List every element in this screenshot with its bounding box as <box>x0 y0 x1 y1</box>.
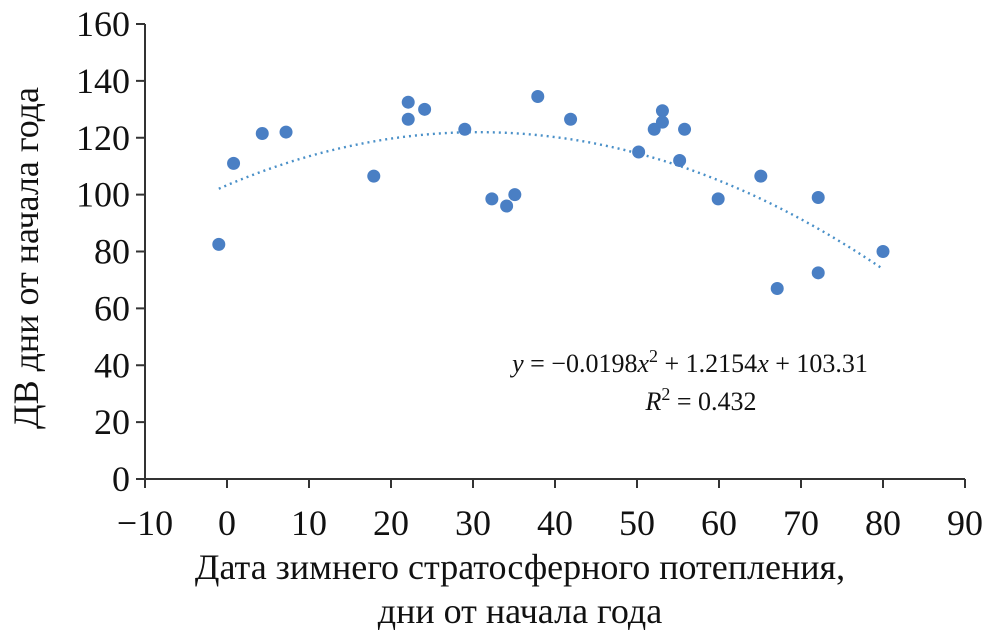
y-axis-title: ДВ дни от начала года <box>6 87 46 429</box>
x-tick-label: 70 <box>783 503 819 543</box>
data-point <box>485 192 499 206</box>
y-tick-label: 20 <box>94 402 130 442</box>
y-tick-label: 80 <box>94 232 130 272</box>
x-axis-title-line-1: Дата зимнего стратосферного потепления, <box>195 547 845 587</box>
x-tick-label: 50 <box>619 503 655 543</box>
y-tick-label: 60 <box>94 288 130 328</box>
data-point <box>770 281 784 295</box>
data-point <box>711 192 725 206</box>
data-point <box>655 104 669 118</box>
y-tick-label: 160 <box>76 4 130 44</box>
data-point <box>673 154 687 167</box>
axes <box>144 24 965 480</box>
data-point <box>876 245 890 258</box>
x-tick-label: 90 <box>947 503 983 543</box>
data-point <box>564 112 578 126</box>
x-axis-title-line-2: дни от начала года <box>378 591 662 631</box>
x-tick-label: 40 <box>537 503 573 543</box>
y-tick-label: 140 <box>76 61 130 101</box>
trendline-equation: y = −0.0198x2 + 1.2154x + 103.31 <box>509 346 868 378</box>
y-tick-label: 40 <box>94 345 130 385</box>
x-tick-label: −10 <box>117 503 173 543</box>
r-squared-label: R2 = 0.432 <box>644 384 756 416</box>
trendline <box>218 130 884 271</box>
data-point <box>508 188 522 202</box>
data-point <box>678 122 692 136</box>
data-point <box>255 126 269 140</box>
data-point <box>500 199 514 213</box>
data-point <box>227 156 241 170</box>
data-point <box>367 169 381 183</box>
data-point <box>811 190 825 204</box>
data-point <box>458 122 472 136</box>
y-tick-label: 0 <box>112 459 130 499</box>
x-tick-label: 60 <box>701 503 737 543</box>
x-tick-label: 0 <box>218 503 236 543</box>
data-point <box>212 237 226 251</box>
data-point <box>754 169 768 183</box>
x-tick-label: 20 <box>373 503 409 543</box>
data-point <box>401 95 415 109</box>
data-points <box>212 90 890 295</box>
y-tick-label: 100 <box>76 175 130 215</box>
y-tick-label: 120 <box>76 118 130 158</box>
x-ticks: −10 0 10 20 30 40 50 60 70 80 90 <box>117 479 983 543</box>
data-point <box>401 112 415 126</box>
x-tick-label: 30 <box>455 503 491 543</box>
x-tick-label: 10 <box>291 503 327 543</box>
data-point <box>632 145 646 159</box>
x-tick-label: 80 <box>865 503 901 543</box>
data-point <box>531 90 545 104</box>
data-point <box>279 125 293 139</box>
data-point <box>811 266 825 280</box>
data-point <box>655 115 669 129</box>
y-ticks: 0 20 40 60 80 100 120 140 160 <box>76 4 145 499</box>
data-point <box>418 102 432 116</box>
